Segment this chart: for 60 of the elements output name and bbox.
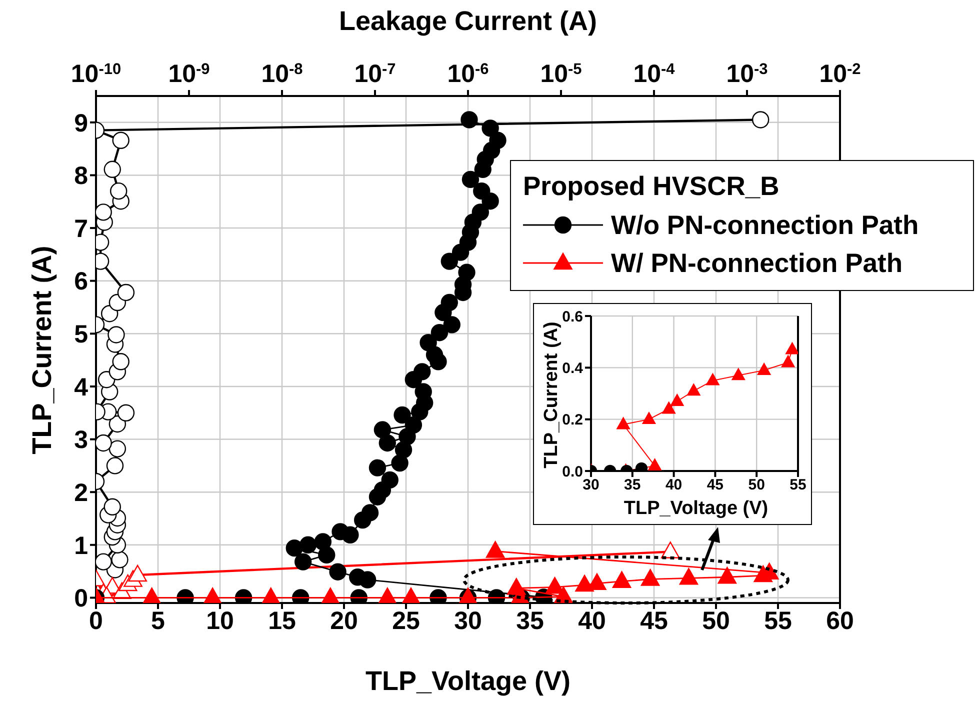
x-tick-label: 10 bbox=[206, 606, 234, 635]
y-tick-label: 4 bbox=[74, 373, 88, 402]
y-tick-label: 0.0 bbox=[562, 463, 583, 480]
x2-tick-label: 10$^{-3}$ bbox=[726, 60, 768, 88]
point bbox=[642, 412, 656, 424]
x-tick-label: 15 bbox=[268, 606, 296, 635]
x-tick-label: 30 bbox=[454, 606, 482, 635]
y-axis-title: TLP_Current (A) bbox=[27, 246, 58, 454]
x-tick-label: 30 bbox=[582, 476, 600, 494]
y-tick-label: 0.6 bbox=[562, 308, 583, 326]
x2-tick-label: 10$^{-8}$ bbox=[261, 60, 304, 88]
x2-tick-label: 10$^{-4}$ bbox=[633, 60, 676, 88]
x-tick-label: 35 bbox=[624, 476, 641, 494]
y-tick-label: 9 bbox=[74, 109, 88, 138]
x-tick-label: 50 bbox=[702, 606, 730, 635]
x-tick-label: 45 bbox=[640, 606, 668, 635]
x2-tick-label: 10$^{-2}$ bbox=[819, 60, 861, 88]
point bbox=[648, 458, 662, 471]
x-tick-label: 40 bbox=[578, 606, 606, 635]
x-tick-label: 55 bbox=[790, 476, 806, 494]
point bbox=[781, 355, 795, 368]
point bbox=[662, 402, 676, 414]
point bbox=[757, 363, 771, 375]
x-tick-label: 45 bbox=[706, 476, 724, 494]
y-tick-label: 8 bbox=[74, 162, 88, 190]
x2-tick-label: 10$^{-10}$ bbox=[70, 60, 122, 88]
y-tick-label: 0 bbox=[74, 584, 88, 613]
y-tick-label: 7 bbox=[74, 214, 88, 243]
y-tick-label: 2 bbox=[74, 478, 88, 507]
y-tick-label: 6 bbox=[74, 268, 88, 296]
point bbox=[732, 368, 746, 380]
point bbox=[687, 384, 700, 396]
point bbox=[670, 394, 684, 406]
x-tick-label: 20 bbox=[330, 606, 358, 635]
x2-axis-title: Leakage Current (A) bbox=[338, 6, 598, 36]
y-tick-label: 1 bbox=[74, 532, 88, 560]
y-tick-label: 0.2 bbox=[562, 412, 583, 429]
legend-label: W/ PN-connection Path bbox=[611, 248, 902, 278]
y-tick-label: 5 bbox=[74, 320, 88, 349]
x-axis-title: TLP_Voltage (V) bbox=[624, 498, 768, 519]
x-tick-label: 40 bbox=[665, 476, 682, 494]
y-axis-title: TLP_Current (A) bbox=[541, 322, 562, 468]
x-tick-label: 35 bbox=[516, 606, 544, 635]
point bbox=[706, 373, 720, 386]
x-tick-label: 50 bbox=[748, 476, 765, 494]
x2-tick-label: 10$^{-6}$ bbox=[447, 60, 490, 88]
x-tick-label: 25 bbox=[392, 606, 420, 635]
x2-tick-label: 10$^{-7}$ bbox=[354, 60, 396, 88]
y-tick-label: 0.4 bbox=[562, 360, 584, 377]
x2-tick-label: 10$^{-9}$ bbox=[168, 60, 210, 88]
y-tick-label: 3 bbox=[74, 426, 88, 454]
point bbox=[786, 342, 798, 354]
x-tick-label: 55 bbox=[764, 606, 792, 635]
x-tick-label: 60 bbox=[826, 606, 854, 635]
x2-tick-label: 10$^{-5}$ bbox=[540, 60, 582, 88]
point bbox=[616, 417, 630, 430]
x-axis-title: TLP_Voltage (V) bbox=[365, 666, 571, 696]
legend-label: W/o PN-connection Path bbox=[611, 210, 919, 240]
legend-title: Proposed HVSCR_B bbox=[523, 171, 780, 202]
x-tick-label: 5 bbox=[151, 606, 166, 635]
